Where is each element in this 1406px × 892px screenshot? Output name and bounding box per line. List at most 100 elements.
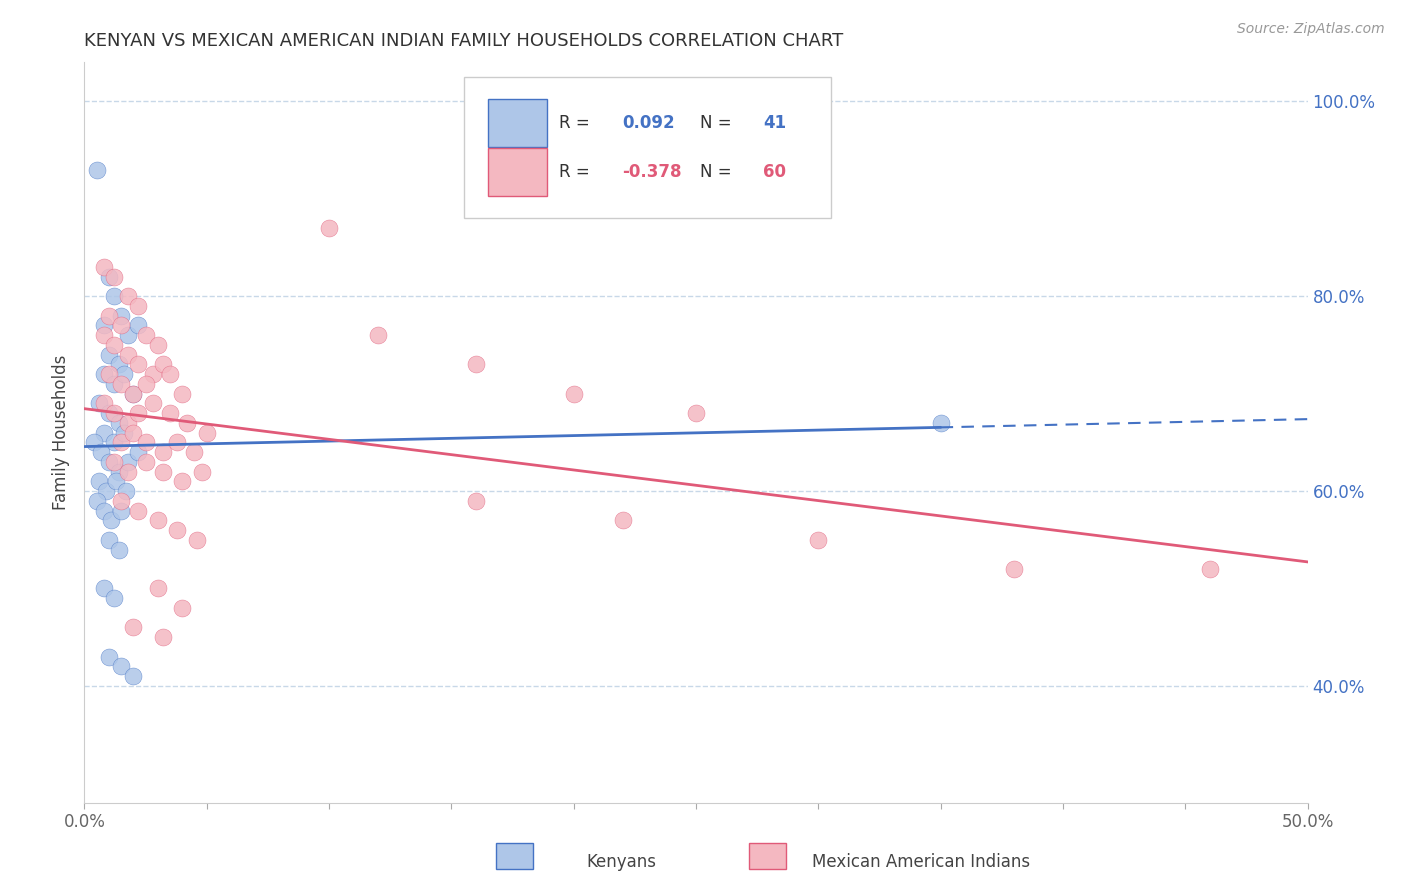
Point <box>172 386 194 401</box>
Point <box>612 513 634 527</box>
Point <box>107 465 129 479</box>
Point <box>103 376 125 391</box>
Point <box>195 425 218 440</box>
Point <box>135 435 157 450</box>
Point <box>93 260 115 274</box>
Point <box>103 591 125 606</box>
Point <box>103 435 125 450</box>
Point <box>112 367 135 381</box>
Point <box>367 328 389 343</box>
Point <box>93 396 115 410</box>
Point <box>152 445 174 459</box>
Point <box>96 484 118 499</box>
Point <box>110 493 132 508</box>
Point <box>117 455 139 469</box>
Point <box>1198 562 1220 576</box>
Point <box>117 465 139 479</box>
Point <box>191 465 214 479</box>
Point <box>107 416 129 430</box>
Point <box>186 533 208 547</box>
Point <box>110 435 132 450</box>
FancyBboxPatch shape <box>488 148 547 196</box>
Point <box>86 162 108 177</box>
Point <box>93 367 115 381</box>
Point <box>86 493 108 508</box>
Point <box>807 533 830 547</box>
Point <box>112 425 135 440</box>
Point <box>135 376 157 391</box>
Point <box>172 601 194 615</box>
Point <box>110 309 132 323</box>
Text: Source: ZipAtlas.com: Source: ZipAtlas.com <box>1237 22 1385 37</box>
Point <box>110 376 132 391</box>
Point <box>103 338 125 352</box>
Point <box>103 289 125 303</box>
Point <box>93 503 115 517</box>
Point <box>146 338 169 352</box>
Point <box>166 523 188 537</box>
Point <box>122 425 145 440</box>
Point <box>685 406 707 420</box>
Point <box>172 475 194 489</box>
Point <box>97 269 120 284</box>
Text: N =: N = <box>700 163 737 181</box>
Point <box>142 396 165 410</box>
Y-axis label: Family Households: Family Households <box>52 355 70 510</box>
Point <box>93 425 115 440</box>
Point <box>97 348 120 362</box>
Point <box>122 620 145 634</box>
Text: -0.378: -0.378 <box>623 163 682 181</box>
Point <box>122 386 145 401</box>
Text: 0.092: 0.092 <box>623 114 675 132</box>
Point <box>117 416 139 430</box>
Point <box>152 630 174 644</box>
Point <box>146 582 169 596</box>
Point <box>127 406 149 420</box>
Point <box>97 406 120 420</box>
Point <box>1002 562 1025 576</box>
Point <box>117 348 139 362</box>
Point <box>117 289 139 303</box>
Point <box>176 416 198 430</box>
Point <box>110 503 132 517</box>
Point <box>135 328 157 343</box>
Point <box>87 475 110 489</box>
Point <box>464 358 486 372</box>
Text: N =: N = <box>700 114 737 132</box>
Point <box>146 513 169 527</box>
Point <box>929 416 952 430</box>
Point <box>110 659 132 673</box>
Point <box>83 435 105 450</box>
Point <box>100 513 122 527</box>
Point <box>105 475 128 489</box>
Point <box>93 582 115 596</box>
Point <box>93 328 115 343</box>
Point <box>159 406 181 420</box>
Text: Kenyans: Kenyans <box>586 853 655 871</box>
Text: 41: 41 <box>763 114 786 132</box>
Point <box>183 445 205 459</box>
Point <box>97 649 120 664</box>
Point <box>127 503 149 517</box>
Point <box>103 269 125 284</box>
Point <box>110 318 132 333</box>
Point <box>107 358 129 372</box>
Point <box>122 386 145 401</box>
Point <box>464 493 486 508</box>
Point <box>93 318 115 333</box>
Point <box>97 367 120 381</box>
Point <box>152 465 174 479</box>
Point <box>127 318 149 333</box>
Point <box>318 221 340 235</box>
FancyBboxPatch shape <box>464 78 831 218</box>
Point <box>97 533 120 547</box>
Point <box>90 445 112 459</box>
Text: 60: 60 <box>763 163 786 181</box>
Point <box>159 367 181 381</box>
Point <box>127 445 149 459</box>
Point <box>127 358 149 372</box>
Point <box>87 396 110 410</box>
FancyBboxPatch shape <box>488 99 547 147</box>
Point <box>97 309 120 323</box>
Point <box>117 328 139 343</box>
